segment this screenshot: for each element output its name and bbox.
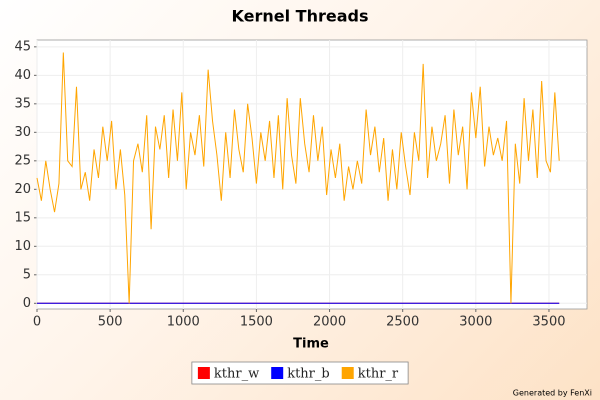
x-tick-label: 2000 (313, 315, 346, 330)
x-tick-label: 500 (98, 315, 123, 330)
y-tick-label: 0 (23, 296, 31, 311)
y-tick-label: 30 (14, 125, 31, 140)
x-tick-label: 1500 (240, 315, 273, 330)
legend: kthr_w kthr_b kthr_r (191, 361, 409, 385)
y-tick-label: 15 (14, 210, 31, 225)
legend-swatch (271, 367, 284, 379)
plot-area (36, 39, 588, 310)
legend-label: kthr_b (287, 367, 330, 382)
x-tick-label: 3000 (459, 315, 492, 330)
y-tick-label: 45 (14, 39, 31, 54)
chart-title: Kernel Threads (232, 7, 369, 26)
y-tick-label: 20 (14, 182, 31, 197)
x-tick-label: 1000 (167, 315, 200, 330)
legend-swatch (197, 367, 210, 379)
legend-label: kthr_r (358, 367, 399, 382)
x-axis-label: Time (293, 337, 329, 352)
y-tick-label: 10 (14, 239, 31, 254)
x-tick-label: 3500 (532, 315, 565, 330)
legend-box (191, 361, 409, 385)
y-tick-label: 40 (14, 68, 31, 83)
x-tick-label: 0 (33, 315, 41, 330)
series-line (36, 52, 560, 304)
y-tick-label: 25 (14, 153, 31, 168)
legend-label: kthr_w (214, 367, 259, 382)
legend-swatch (341, 367, 354, 379)
y-tick-label: 35 (14, 96, 31, 111)
y-tick-label: 5 (23, 267, 31, 282)
footnote: Generated by FenXi (513, 389, 592, 398)
x-tick-label: 2500 (386, 315, 419, 330)
